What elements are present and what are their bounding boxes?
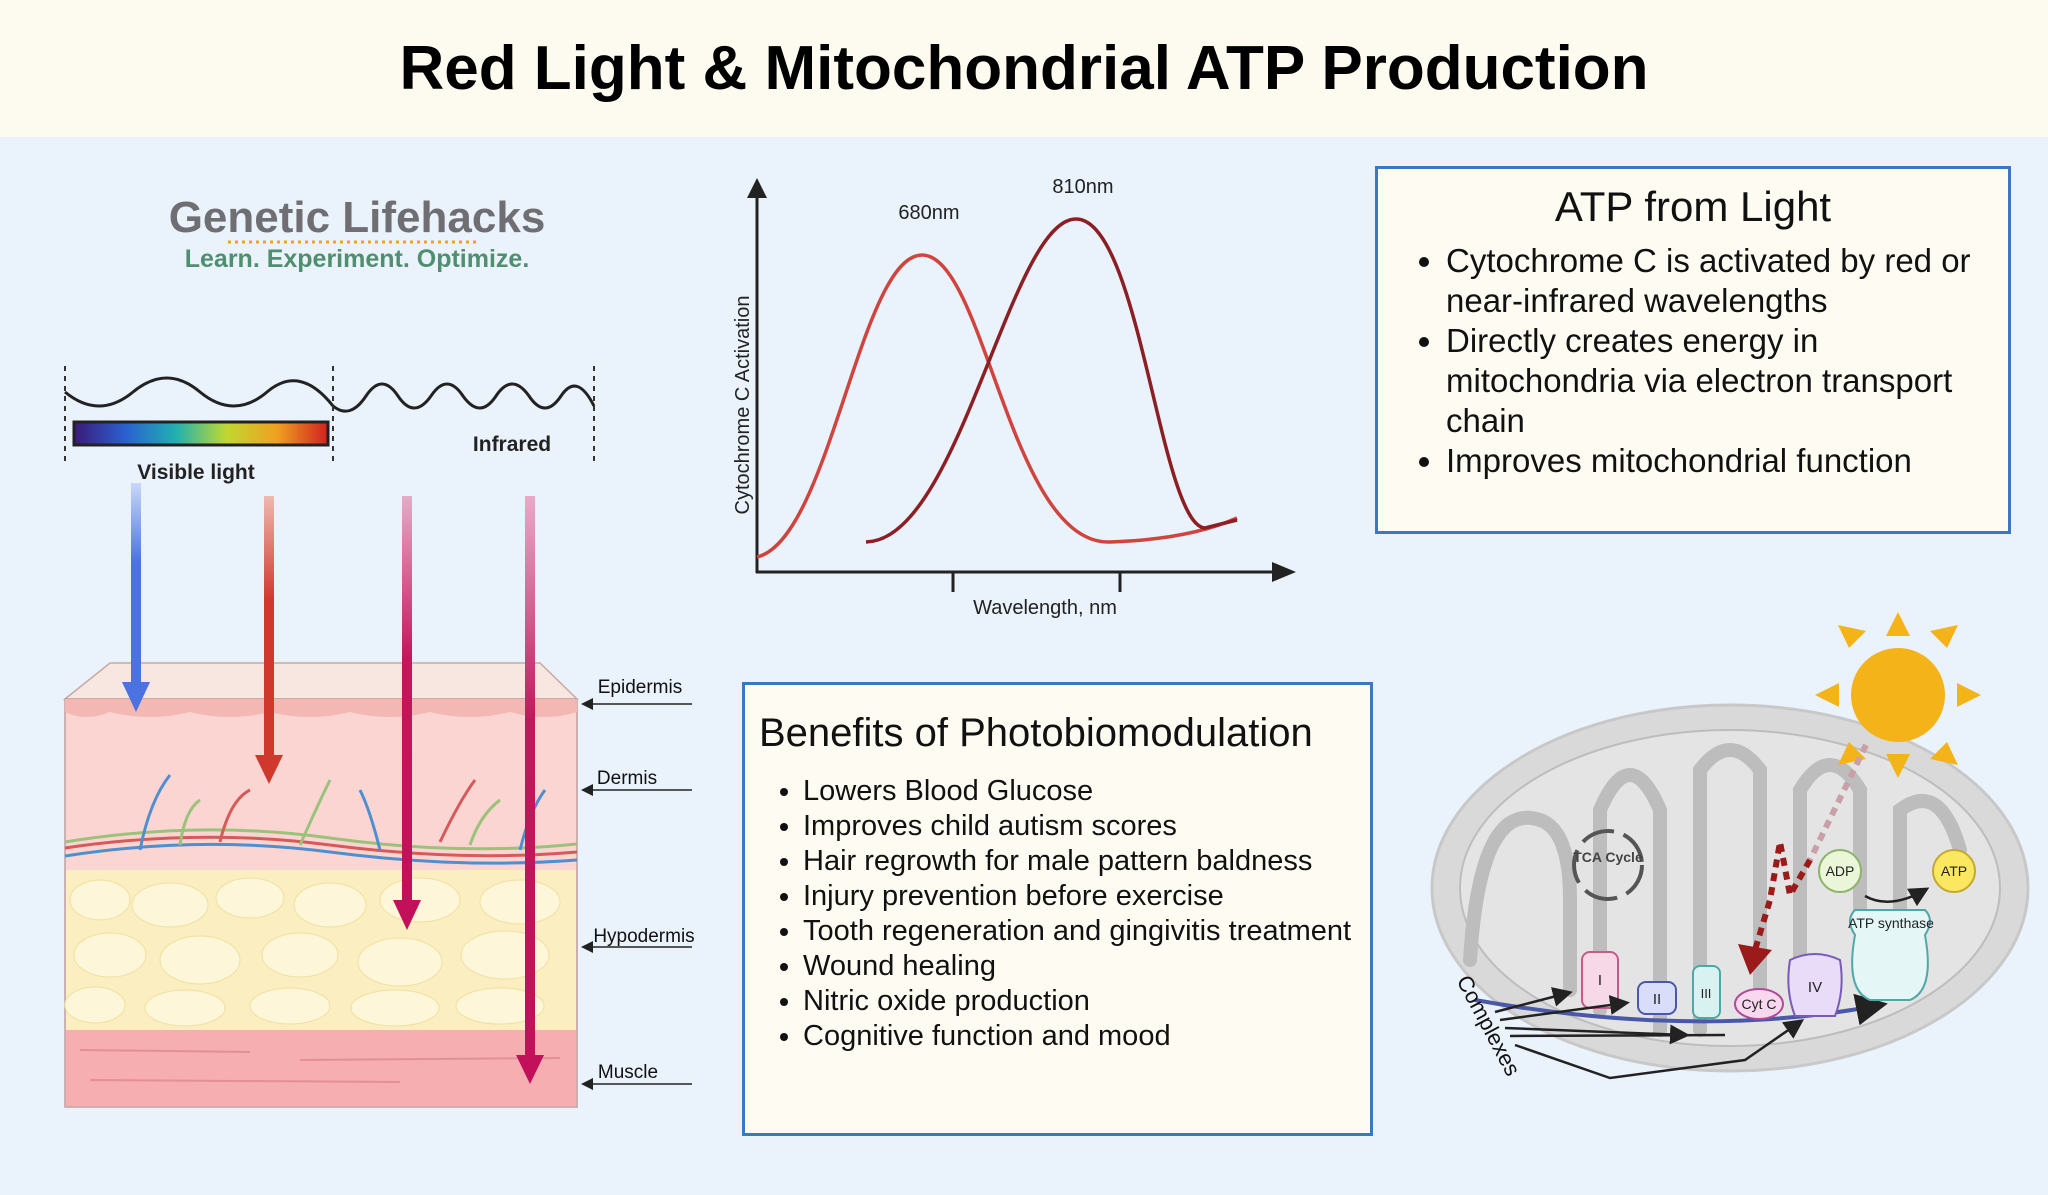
bullet: Nitric oxide production	[803, 984, 1383, 1019]
atp-synthase-label: ATP synthase	[1848, 915, 1934, 931]
layer-label: Epidermis	[598, 677, 682, 698]
layer-label: Dermis	[597, 768, 657, 789]
light-ray	[1752, 841, 1813, 951]
complex-i	[1581, 951, 1619, 1009]
layer-pointers	[581, 698, 692, 1090]
complex-label: Cyt C	[1742, 996, 1777, 1012]
benefits-box: Benefits of Photobiomodulation Lowers Bl…	[742, 682, 1373, 1136]
adp-node	[1818, 849, 1862, 893]
complex-label: III	[1701, 986, 1712, 1001]
layer-label: Muscle	[598, 1062, 658, 1083]
header: Red Light & Mitochondrial ATP Production	[0, 0, 2048, 137]
atp-list: Cytochrome C is activated by red or near…	[1410, 241, 2006, 481]
curve-810	[865, 217, 1238, 544]
peak-label: 810nm	[1052, 176, 1113, 198]
graph-axes	[747, 178, 1296, 592]
bullet: Improves mitochondrial function	[1446, 441, 2006, 481]
bullet: Cognitive function and mood	[803, 1019, 1383, 1054]
spectrum-bar	[72, 420, 330, 447]
bullet: Improves child autism scores	[803, 809, 1383, 844]
benefits-list: Lowers Blood Glucose Improves child auti…	[767, 774, 1383, 1054]
complex-label: I	[1598, 972, 1602, 989]
atp-box: ATP from Light Cytochrome C is activated…	[1375, 166, 2011, 534]
ray-head	[1738, 944, 1772, 975]
visible-label: Visible light	[137, 461, 254, 484]
waves	[64, 376, 596, 413]
adp-label: ADP	[1826, 863, 1855, 879]
tca-label: TCA Cycle	[1573, 849, 1643, 865]
tca-cycle	[1572, 829, 1644, 901]
sun	[1815, 612, 1981, 778]
light-arrows	[122, 483, 544, 1084]
complex-iv	[1787, 953, 1843, 1017]
logo-name: Genetic Lifehacks	[169, 193, 546, 242]
synthesis-arrow	[1864, 887, 1930, 907]
bullet: Cytochrome C is activated by red or near…	[1446, 241, 2006, 321]
skin	[62, 662, 579, 1108]
atp-title: ATP from Light	[1554, 183, 1832, 230]
atp-label: ATP	[1941, 863, 1967, 879]
dividers	[64, 366, 595, 464]
atp-synthase	[1849, 909, 1931, 1001]
light-ray	[1807, 743, 1869, 862]
tca-text: TCA Cycle	[1573, 849, 1643, 865]
complex-label: II	[1653, 991, 1661, 1008]
x-axis-label: Wavelength, nm	[973, 597, 1117, 619]
complex-label: IV	[1808, 979, 1822, 996]
infrared-label: Infrared	[473, 433, 551, 456]
bullet: Directly creates energy in mitochondria …	[1446, 321, 2006, 441]
atp-node	[1932, 849, 1976, 893]
curve-680	[756, 253, 1238, 559]
bullet: Hair regrowth for male pattern baldness	[803, 844, 1383, 879]
bullet: Tooth regeneration and gingivitis treatm…	[803, 914, 1383, 949]
bullet: Wound healing	[803, 949, 1383, 984]
bullet: Injury prevention before exercise	[803, 879, 1383, 914]
complex-pointers	[1494, 987, 1805, 1080]
layer-label: Hypodermis	[593, 926, 694, 947]
y-axis-label: Cytochrome C Activation	[732, 296, 754, 515]
bullet: Lowers Blood Glucose	[803, 774, 1383, 809]
complex-iii	[1692, 965, 1721, 1019]
benefits-title: Benefits of Photobiomodulation	[759, 711, 1313, 755]
cyt-c	[1734, 988, 1784, 1020]
logo-tagline: Learn. Experiment. Optimize.	[185, 245, 530, 273]
title: Red Light & Mitochondrial ATP Production	[399, 34, 1649, 103]
peak-label: 680nm	[898, 202, 959, 224]
complex-ii	[1637, 981, 1677, 1015]
